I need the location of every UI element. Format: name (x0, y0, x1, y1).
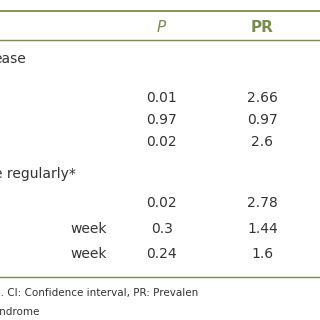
Text: PR: PR (251, 20, 274, 35)
Text: 1.44: 1.44 (247, 222, 278, 236)
Text: 0.97: 0.97 (247, 113, 278, 127)
Text: 0.24: 0.24 (146, 247, 177, 261)
Text: p. CI: Confidence interval, PR: Prevalen: p. CI: Confidence interval, PR: Prevalen (0, 288, 198, 298)
Text: 2.6: 2.6 (252, 135, 273, 149)
Text: 2.78: 2.78 (247, 196, 278, 210)
Text: 0.02: 0.02 (146, 135, 177, 149)
Text: 0.01: 0.01 (146, 91, 177, 105)
Text: 1.6: 1.6 (251, 247, 274, 261)
Text: week: week (70, 222, 107, 236)
Text: e regularly*: e regularly* (0, 167, 76, 181)
Text: week: week (70, 247, 107, 261)
Text: 0.3: 0.3 (151, 222, 172, 236)
Text: 0.02: 0.02 (146, 196, 177, 210)
Text: ease: ease (0, 52, 26, 66)
Text: yndrome: yndrome (0, 307, 40, 317)
Text: 0.97: 0.97 (146, 113, 177, 127)
Text: P: P (157, 20, 166, 35)
Text: 2.66: 2.66 (247, 91, 278, 105)
